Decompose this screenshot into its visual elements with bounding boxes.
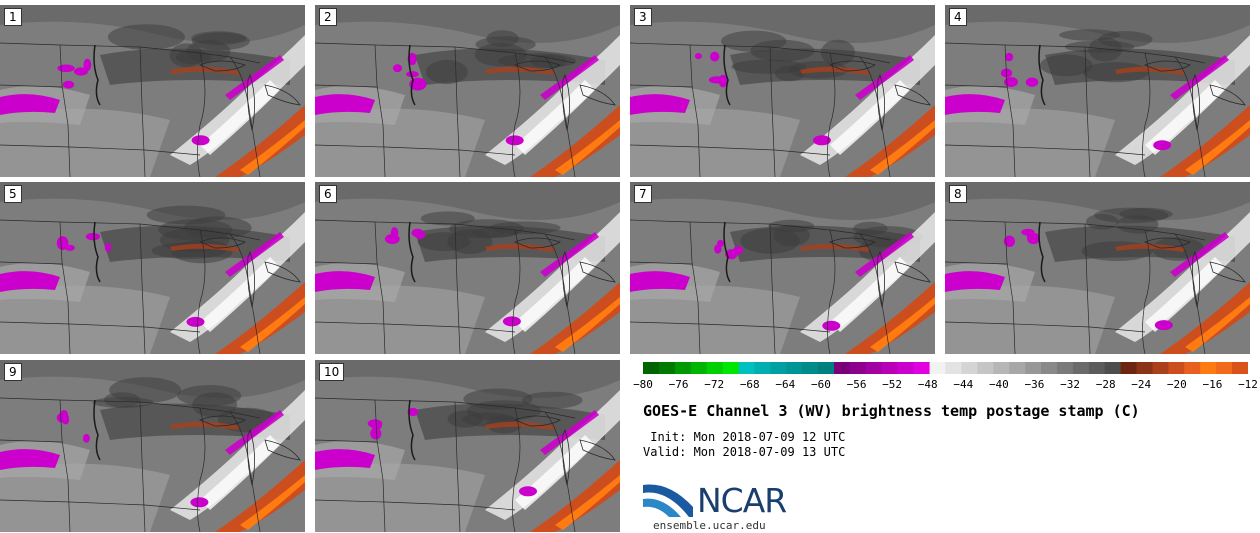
colorbar-bin: [1025, 362, 1042, 374]
colorbar-bin: [786, 362, 803, 374]
panel-6: 6: [315, 182, 620, 354]
panel-map: [315, 5, 620, 177]
colorbar-bin: [1168, 362, 1185, 374]
colorbar-bin: [1104, 362, 1122, 374]
colorbar-tick-label: −64: [775, 378, 796, 391]
site-url: ensemble.ucar.edu: [653, 519, 766, 532]
panel-map: [0, 360, 305, 532]
colorbar-tick-label: −44: [953, 378, 974, 391]
colorbar-bin: [1216, 362, 1233, 374]
colorbar-bin: [945, 362, 962, 374]
panel-map: [945, 182, 1250, 354]
colorbar-bin: [770, 362, 787, 374]
colorbar-bin: [818, 362, 835, 374]
panel-5: 5: [0, 182, 305, 354]
panel-map: [0, 5, 305, 177]
colorbar-bin: [961, 362, 978, 374]
panel-label: 3: [634, 8, 652, 26]
colorbar-bin: [1136, 362, 1153, 374]
panel-label: 9: [4, 363, 22, 381]
colorbar: [643, 362, 1248, 374]
colorbar-tick-label: −36: [1024, 378, 1045, 391]
colorbar-bin: [738, 362, 755, 374]
colorbar-tick-label: −16: [1202, 378, 1223, 391]
colorbar-bin: [993, 362, 1010, 374]
panel-map: [630, 5, 935, 177]
panel-1: 1: [0, 5, 305, 177]
panel-label: 10: [319, 363, 345, 381]
colorbar-tick-label: −28: [1095, 378, 1116, 391]
colorbar-bin: [1072, 362, 1090, 374]
colorbar-bin: [977, 362, 994, 374]
colorbar-bin: [1041, 362, 1058, 374]
colorbar-bin: [754, 362, 771, 374]
colorbar-bin: [1088, 362, 1106, 374]
colorbar-tick-label: −72: [704, 378, 725, 391]
panel-map: [0, 182, 305, 354]
colorbar-bin: [1009, 362, 1026, 374]
colorbar-bin: [1184, 362, 1201, 374]
colorbar-bin: [1152, 362, 1169, 374]
colorbar-bin: [834, 362, 851, 374]
panel-8: 8: [945, 182, 1250, 354]
colorbar-bin: [674, 362, 692, 374]
ncar-logo-icon: [643, 484, 693, 517]
figure-title: GOES-E Channel 3 (WV) brightness temp po…: [643, 402, 1140, 420]
colorbar-ticks: −80 −76 −72 −68 −64 −60 −56 −52 −48 −44 −40 −36 −32 −…: [633, 378, 1260, 392]
colorbar-tick-label: −48: [917, 378, 938, 391]
colorbar-bin: [865, 362, 883, 374]
panel-map: [315, 360, 620, 532]
panel-label: 5: [4, 185, 22, 203]
colorbar-tick-label: −40: [988, 378, 1009, 391]
panel-4: 4: [945, 5, 1250, 177]
panel-label: 4: [949, 8, 967, 26]
colorbar-bin: [802, 362, 819, 374]
panel-label: 2: [319, 8, 337, 26]
colorbar-bin: [1200, 362, 1217, 374]
panel-map: [630, 182, 935, 354]
colorbar-bin: [881, 362, 899, 374]
colorbar-tick-label: −52: [882, 378, 903, 391]
valid-time: Valid: Mon 2018-07-09 13 UTC: [643, 445, 846, 459]
colorbar-bin: [929, 362, 946, 374]
colorbar-bin: [1120, 362, 1138, 374]
colorbar-tick-label: −20: [1166, 378, 1187, 391]
init-time: Init: Mon 2018-07-09 12 UTC: [643, 430, 846, 444]
colorbar-bin: [913, 362, 931, 374]
colorbar-tick-label: −80: [633, 378, 653, 391]
colorbar-tick-label: −24: [1131, 378, 1152, 391]
panel-9: 9: [0, 360, 305, 532]
panel-label: 6: [319, 185, 337, 203]
colorbar-bin: [706, 362, 724, 374]
colorbar-bin: [690, 362, 708, 374]
colorbar-tick-label: −12: [1238, 378, 1258, 391]
panel-label: 1: [4, 8, 22, 26]
logo-text: NCAR: [697, 481, 787, 520]
panel-map: [945, 5, 1250, 177]
panel-map: [315, 182, 620, 354]
colorbar-bin: [722, 362, 740, 374]
colorbar-bin: [643, 362, 660, 374]
panel-label: 7: [634, 185, 652, 203]
colorbar-tick-label: −76: [668, 378, 689, 391]
colorbar-tick-label: −56: [846, 378, 867, 391]
colorbar-tick-label: −68: [739, 378, 760, 391]
colorbar-bin: [658, 362, 676, 374]
colorbar-tick-label: −32: [1060, 378, 1080, 391]
colorbar-tick-label: −60: [811, 378, 831, 391]
colorbar-bin: [897, 362, 915, 374]
colorbar-bin: [849, 362, 867, 374]
colorbar-bin: [1056, 362, 1074, 374]
panel-3: 3: [630, 5, 935, 177]
panel-2: 2: [315, 5, 620, 177]
panel-10: 10: [315, 360, 620, 532]
panel-label: 8: [949, 185, 967, 203]
colorbar-bin: [1232, 362, 1248, 374]
panel-7: 7: [630, 182, 935, 354]
